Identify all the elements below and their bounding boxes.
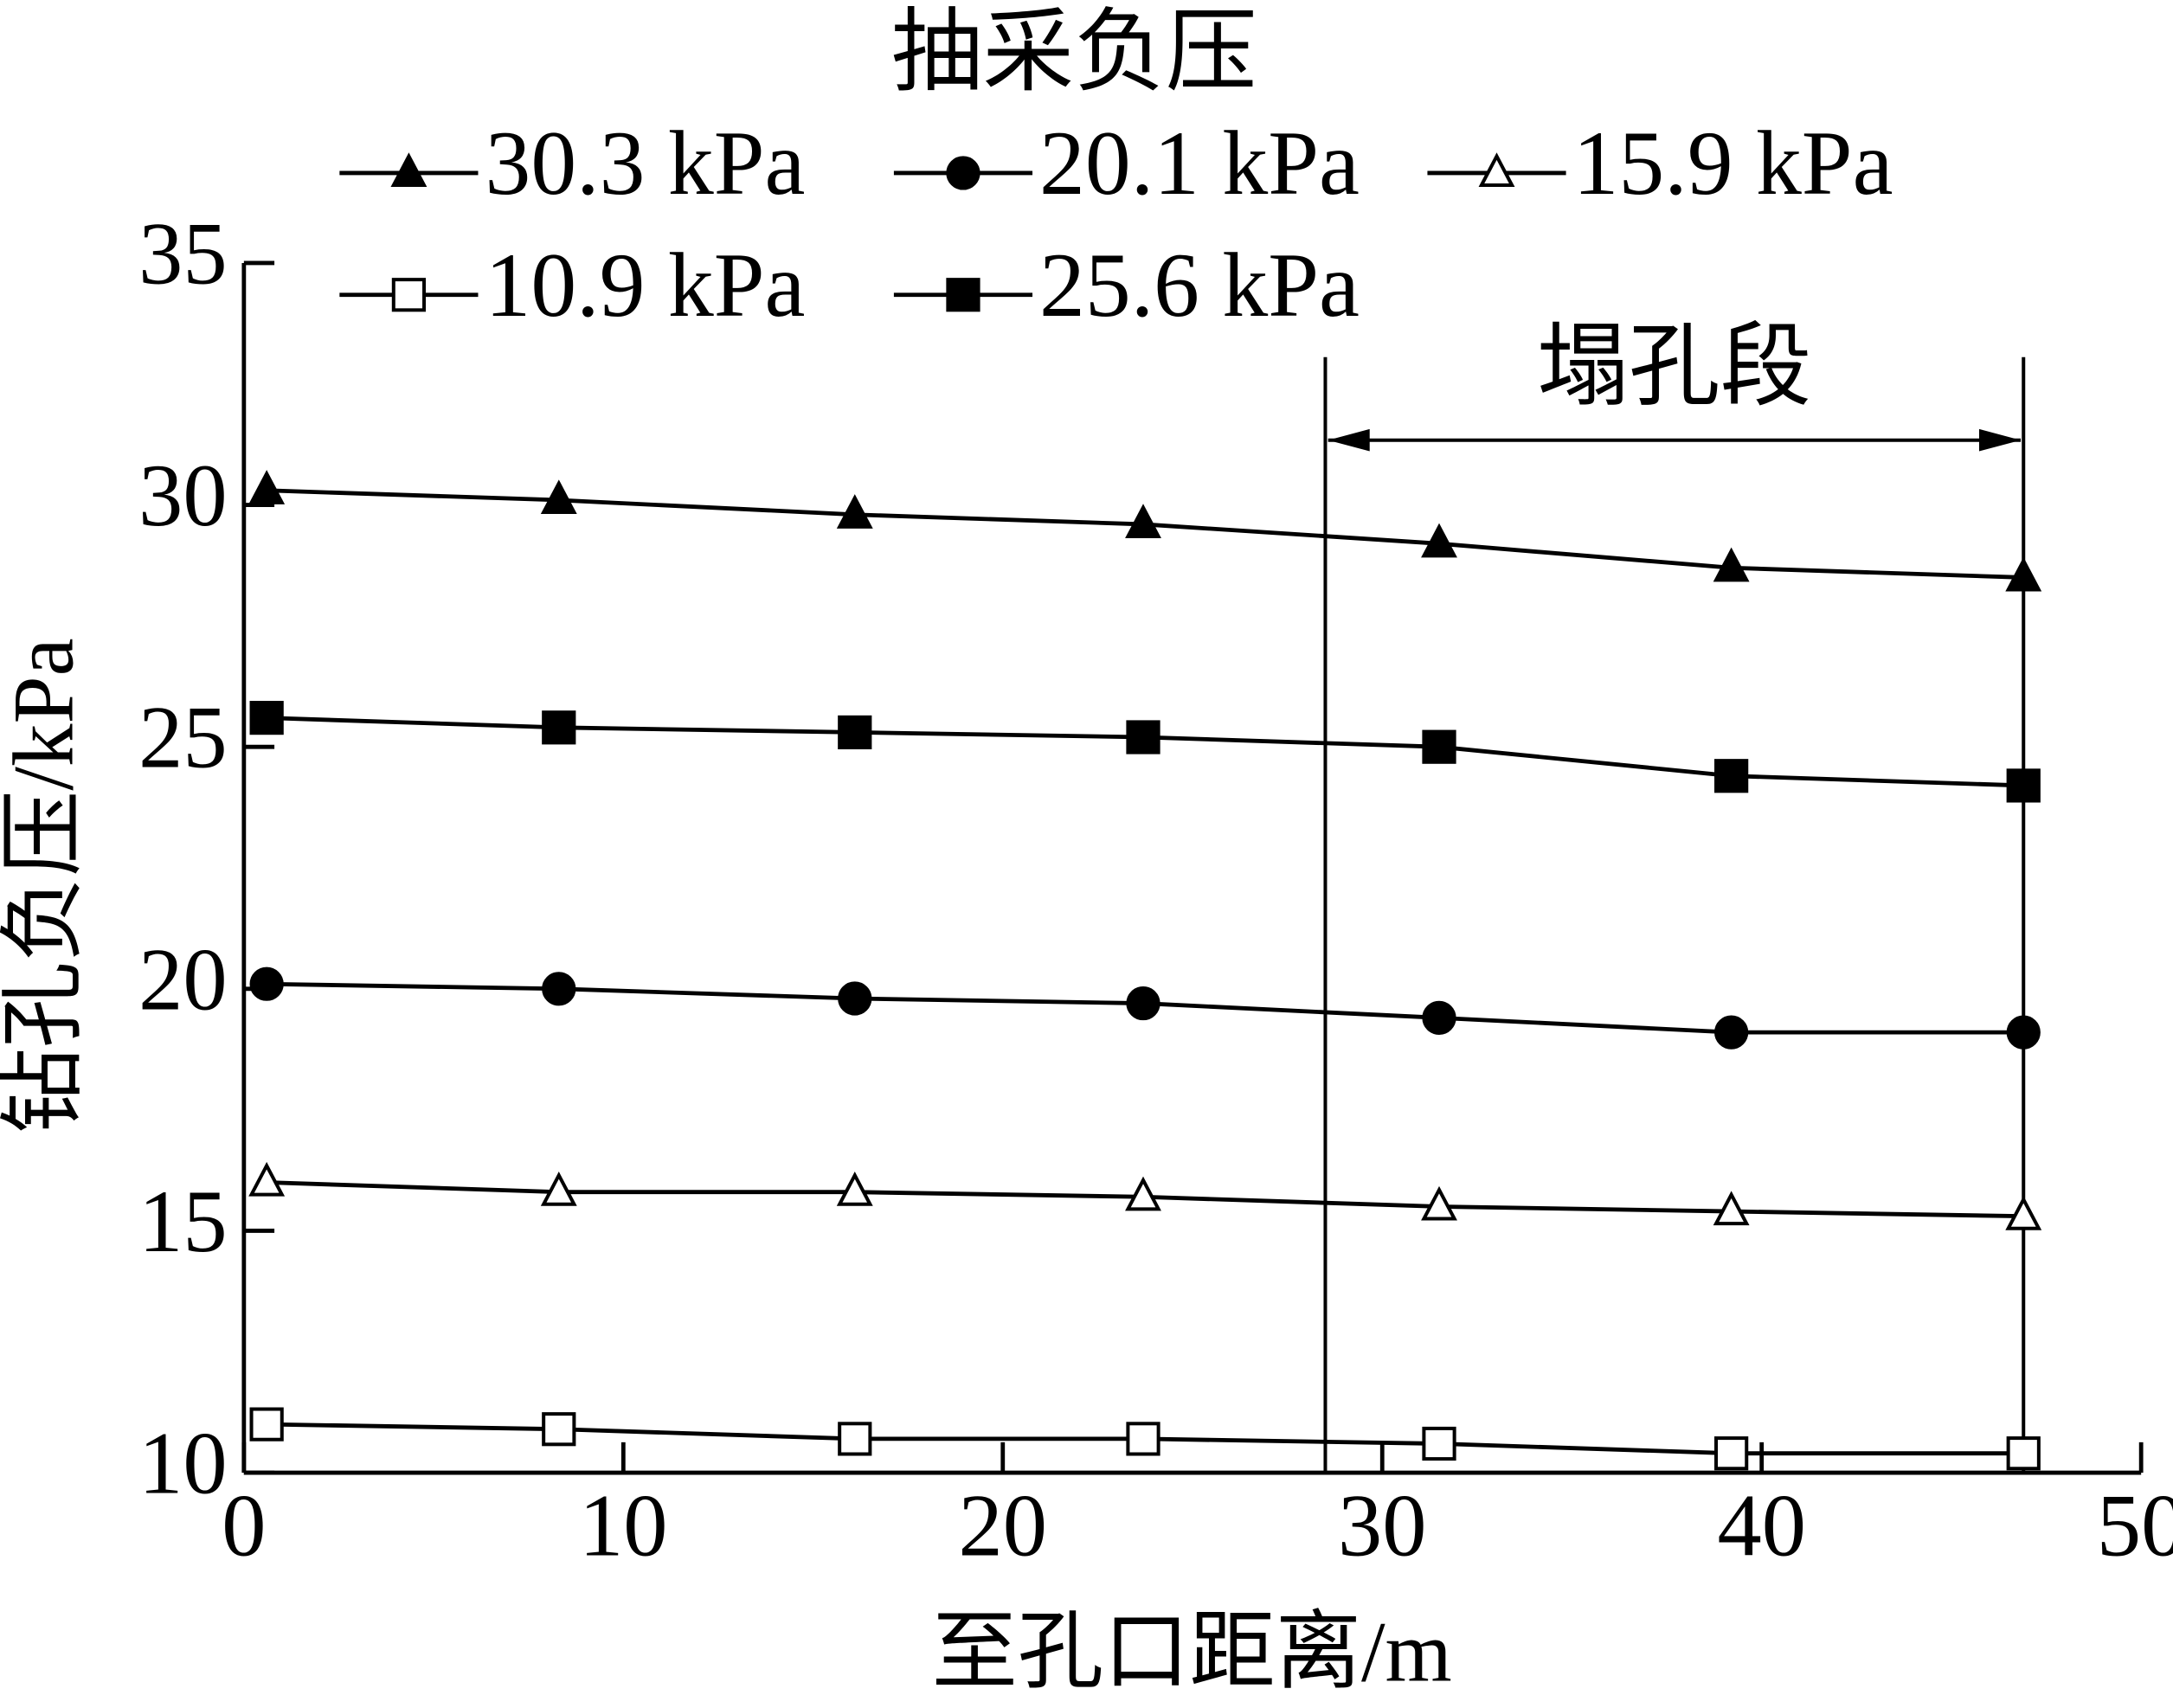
marker	[1478, 152, 1515, 188]
marker	[838, 715, 872, 750]
y-tick-label: 25	[138, 690, 227, 787]
legend-label: 10.9 kPa	[485, 234, 805, 336]
y-tick-label: 30	[138, 447, 227, 545]
marker	[540, 479, 577, 515]
marker	[1421, 1185, 1457, 1221]
marker	[542, 972, 576, 1006]
marker	[1422, 1426, 1456, 1461]
x-tick-label: 20	[959, 1478, 1047, 1576]
x-tick-label: 30	[1338, 1478, 1426, 1576]
marker	[1126, 1422, 1160, 1456]
marker	[2006, 1436, 2041, 1471]
y-tick-label: 15	[138, 1173, 227, 1271]
marker	[1126, 720, 1160, 754]
marker	[249, 701, 284, 735]
marker	[1714, 1436, 1749, 1471]
marker	[1422, 1000, 1456, 1035]
marker	[540, 1172, 577, 1206]
marker	[1125, 1176, 1161, 1211]
legend-title: 抽采负压	[891, 2, 1257, 103]
marker	[391, 278, 427, 312]
marker	[390, 152, 428, 188]
y-tick-label: 10	[138, 1416, 227, 1513]
marker	[1713, 1191, 1750, 1226]
marker	[249, 966, 284, 1001]
marker	[1714, 1015, 1749, 1050]
marker	[1714, 759, 1749, 793]
legend-label: 25.6 kPa	[1039, 234, 1360, 336]
legend-label: 30.3 kPa	[485, 112, 805, 214]
marker	[542, 710, 576, 745]
x-axis-title: 至孔口距离/m	[932, 1605, 1452, 1699]
marker	[248, 470, 286, 504]
marker	[248, 1161, 286, 1197]
marker	[249, 1407, 284, 1442]
x-tick-label: 0	[222, 1478, 266, 1576]
y-axis-title: 钻孔负压/kPa	[0, 638, 92, 1133]
marker	[838, 1422, 872, 1456]
marker	[2005, 556, 2042, 592]
legend-label: 20.1 kPa	[1039, 112, 1360, 214]
marker	[2005, 1196, 2042, 1230]
marker	[838, 981, 872, 1016]
y-tick-label: 20	[138, 931, 227, 1029]
marker	[946, 156, 980, 190]
marker	[2006, 768, 2041, 803]
x-tick-label: 40	[1717, 1478, 1805, 1576]
legend-label: 15.9 kPa	[1573, 112, 1893, 214]
marker	[1125, 504, 1161, 539]
marker	[946, 278, 980, 312]
x-tick-label: 50	[2097, 1478, 2173, 1576]
marker	[1126, 986, 1160, 1021]
marker	[836, 1172, 873, 1206]
arrow-head	[1978, 428, 2022, 452]
arrow-head	[1328, 428, 1370, 452]
marker	[2006, 1015, 2041, 1050]
y-tick-label: 35	[138, 205, 227, 303]
marker	[1713, 547, 1750, 582]
marker	[1421, 523, 1457, 558]
marker	[1422, 729, 1456, 764]
x-tick-label: 10	[579, 1478, 667, 1576]
marker	[836, 494, 873, 529]
zone-label: 塌孔段	[1537, 316, 1811, 417]
marker	[542, 1412, 576, 1447]
